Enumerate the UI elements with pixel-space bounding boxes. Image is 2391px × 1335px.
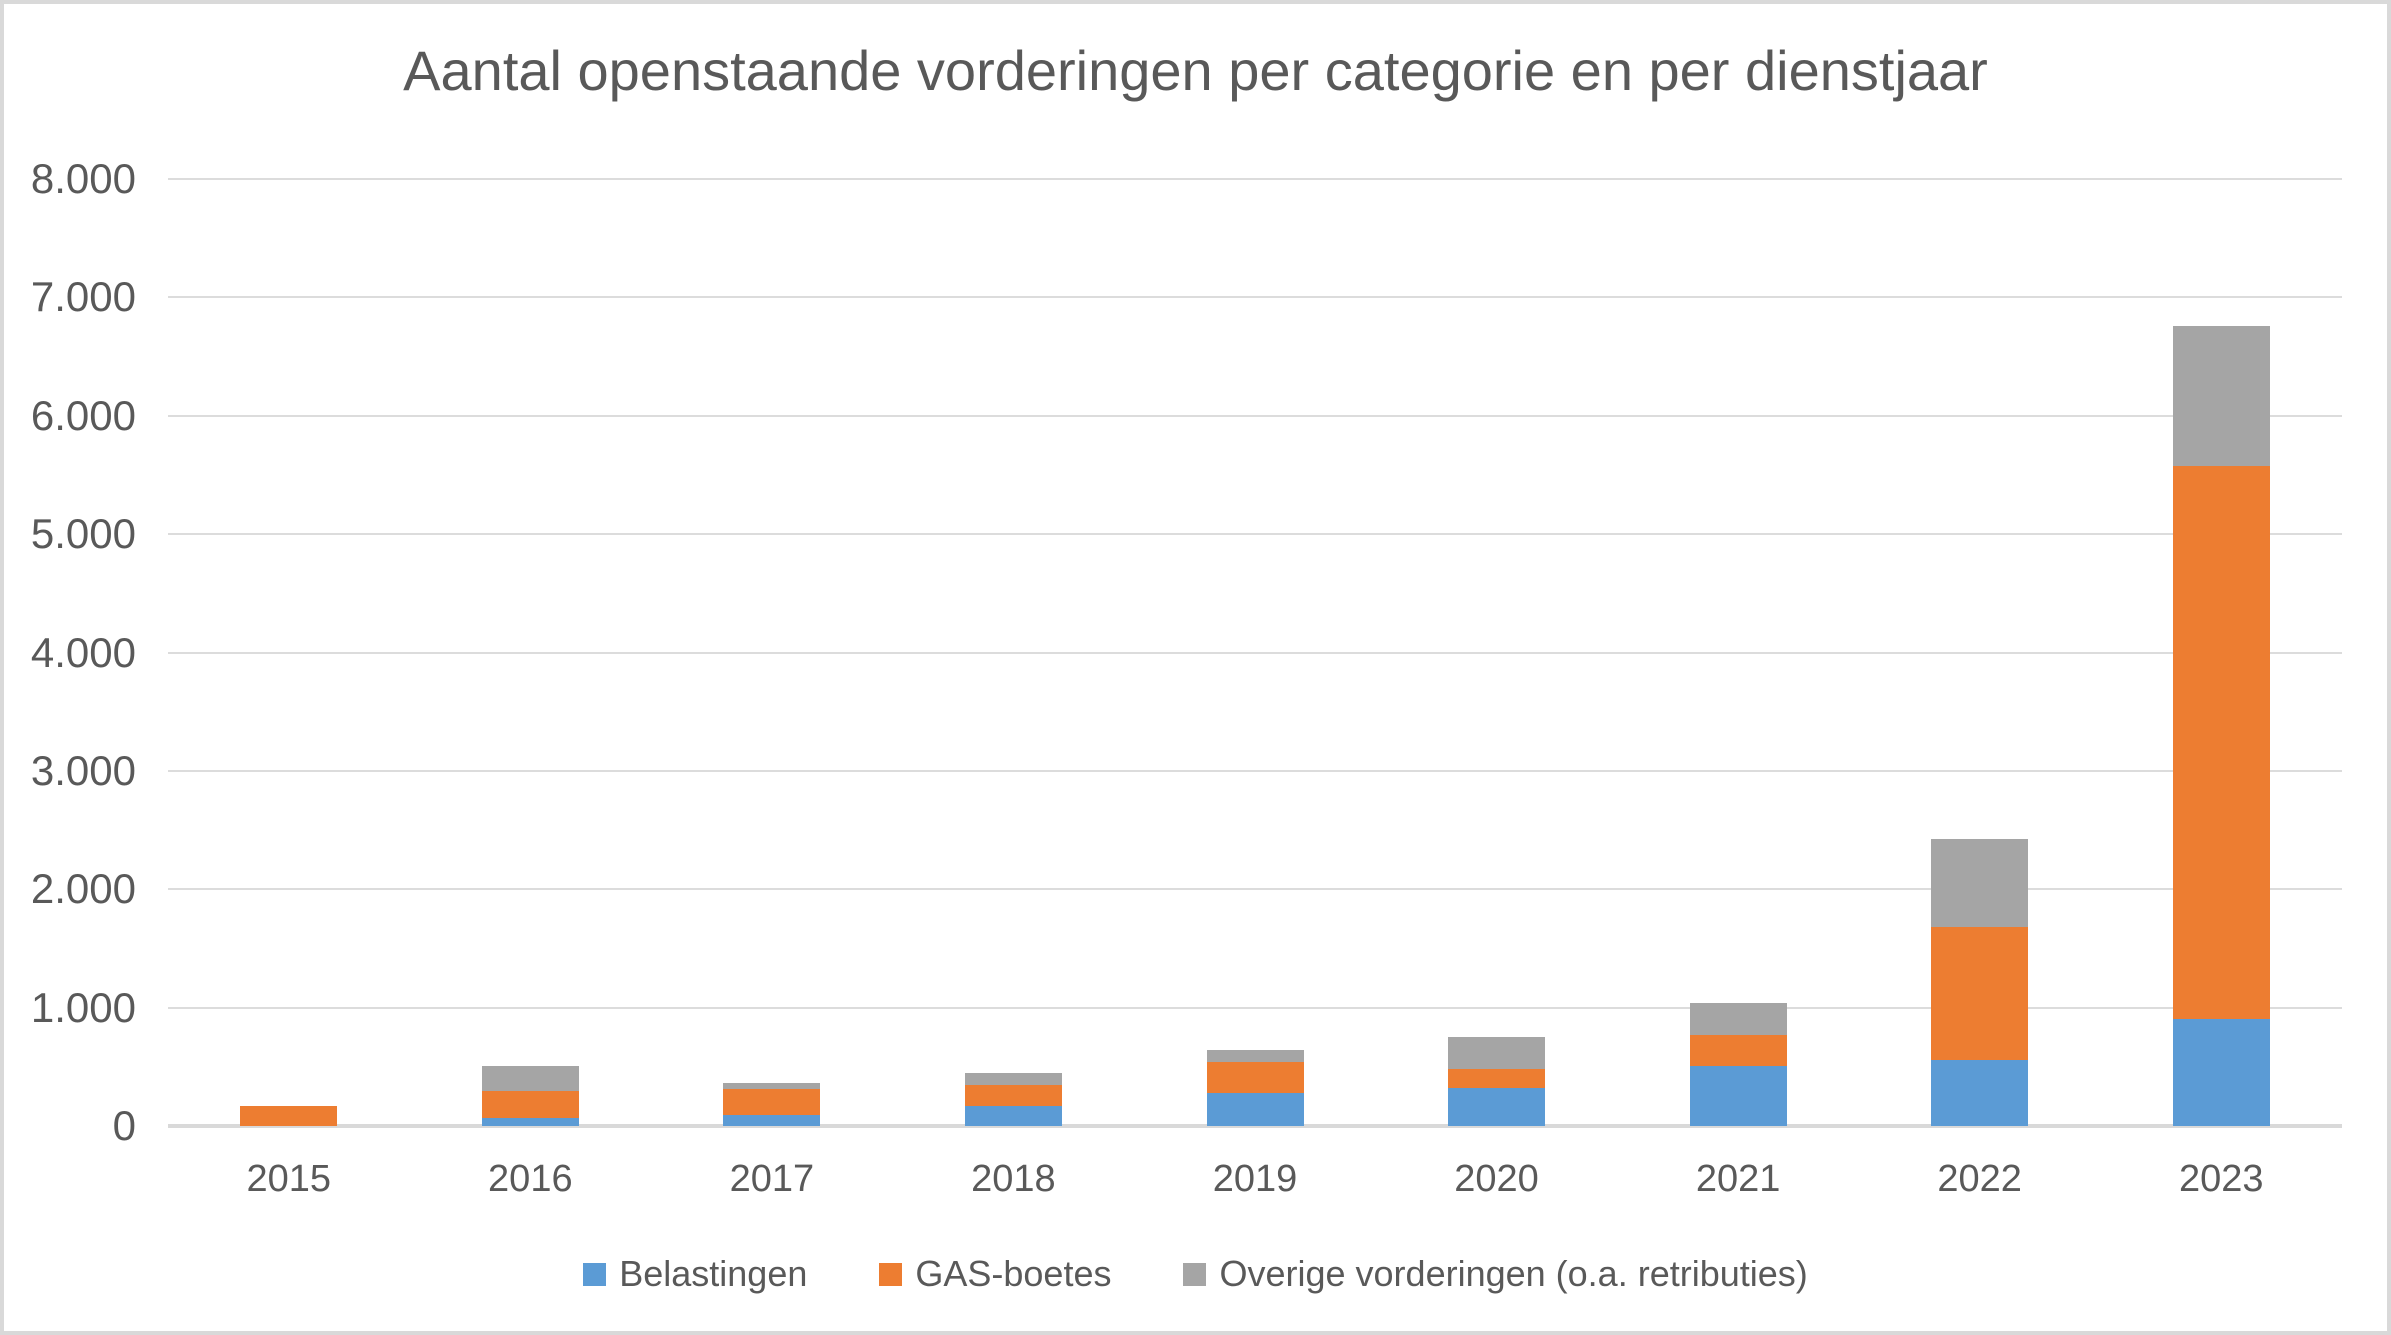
x-tick-label: 2022	[1937, 1158, 2022, 1200]
bar-segment-2022-overige	[1931, 838, 2029, 927]
gridline	[168, 1006, 2342, 1009]
bar-segment-2022-belastingen	[1931, 1059, 2029, 1126]
bar-segment-2016-belastingen	[481, 1117, 579, 1126]
gridline	[168, 888, 2342, 891]
y-tick-label: 7.000	[30, 273, 136, 321]
bar-2015	[240, 179, 338, 1126]
bar-segment-2020-gas-boetes	[1448, 1069, 1546, 1089]
gridline	[168, 178, 2342, 180]
bar-segment-2017-overige	[723, 1082, 821, 1090]
bar-2018	[964, 179, 1062, 1126]
bar-segment-2020-belastingen	[1448, 1088, 1546, 1126]
x-axis-line	[168, 1124, 2342, 1128]
bar-2022	[1931, 179, 2029, 1126]
legend-label: GAS-boetes	[915, 1253, 1112, 1294]
legend: Belastingen GAS-boetes Overige vorderingen…	[4, 1252, 2387, 1296]
bar-segment-2021-overige	[1689, 1002, 1787, 1035]
y-tick-label: 3.000	[30, 746, 136, 794]
y-tick-label: 1.000	[30, 983, 136, 1031]
bar-2020	[1448, 179, 1546, 1126]
gridline	[168, 769, 2342, 772]
bar-2017	[723, 179, 821, 1126]
bar-segment-2018-overige	[964, 1072, 1062, 1086]
bar-segment-2020-overige	[1448, 1037, 1546, 1070]
bar-2019	[1206, 179, 1304, 1126]
plot-area	[168, 178, 2342, 1128]
y-tick-label: 5.000	[30, 510, 136, 558]
bar-segment-2015-gas-boetes	[240, 1105, 338, 1126]
bar-segment-2017-belastingen	[723, 1115, 821, 1126]
y-tick-label: 0	[112, 1102, 136, 1149]
x-tick-label: 2018	[971, 1158, 1056, 1200]
legend-item-overige: Overige vorderingen (o.a. retributies)	[1183, 1252, 1808, 1296]
bar-2023	[2172, 179, 2270, 1126]
bar-segment-2023-overige	[2172, 326, 2270, 467]
y-tick-label: 2.000	[30, 865, 136, 913]
bar-2021	[1689, 179, 1787, 1126]
chart-title: Aantal openstaande vorderingen per categ…	[403, 39, 1988, 102]
legend-label: Belastingen	[619, 1253, 808, 1294]
legend-item-gas-boetes: GAS-boetes	[879, 1252, 1111, 1296]
x-tick-label: 2020	[1454, 1158, 1539, 1200]
bar-segment-2016-gas-boetes	[481, 1091, 579, 1118]
x-tick-label: 2023	[2178, 1158, 2264, 1200]
bar-segment-2022-gas-boetes	[1931, 926, 2029, 1060]
bar-segment-2021-belastingen	[1689, 1065, 1787, 1126]
bar-segment-2019-belastingen	[1206, 1093, 1304, 1126]
bar-segment-2017-gas-boetes	[723, 1089, 821, 1116]
bar-segment-2021-gas-boetes	[1689, 1034, 1787, 1066]
legend-label: Overige vorderingen (o.a. retributies)	[1219, 1253, 1808, 1294]
gridline	[168, 533, 2342, 536]
bar-segment-2019-gas-boetes	[1206, 1062, 1304, 1094]
bar-segment-2023-belastingen	[2172, 1019, 2270, 1126]
bar-segment-2019-overige	[1206, 1050, 1304, 1063]
legend-swatch-icon	[1183, 1262, 1207, 1286]
x-tick-label: 2021	[1695, 1158, 1781, 1200]
bar-segment-2018-belastingen	[964, 1106, 1062, 1126]
legend-swatch-icon	[879, 1262, 903, 1286]
bar-segment-2016-overige	[481, 1065, 579, 1092]
bar-2016	[481, 179, 579, 1126]
legend-item-belastingen: Belastingen	[583, 1252, 807, 1296]
legend-swatch-icon	[583, 1262, 607, 1286]
x-tick-label: 2015	[246, 1158, 332, 1200]
x-tick-label: 2019	[1212, 1158, 1298, 1200]
y-tick-label: 6.000	[30, 391, 136, 439]
bar-segment-2023-gas-boetes	[2172, 466, 2270, 1020]
gridline	[168, 651, 2342, 654]
x-tick-label: 2017	[729, 1158, 815, 1200]
y-tick-label: 8.000	[30, 155, 136, 202]
gridline	[168, 414, 2342, 417]
x-tick-label: 2016	[488, 1158, 573, 1200]
y-tick-label: 4.000	[30, 628, 136, 676]
gridline	[168, 296, 2342, 299]
bar-segment-2018-gas-boetes	[964, 1085, 1062, 1107]
